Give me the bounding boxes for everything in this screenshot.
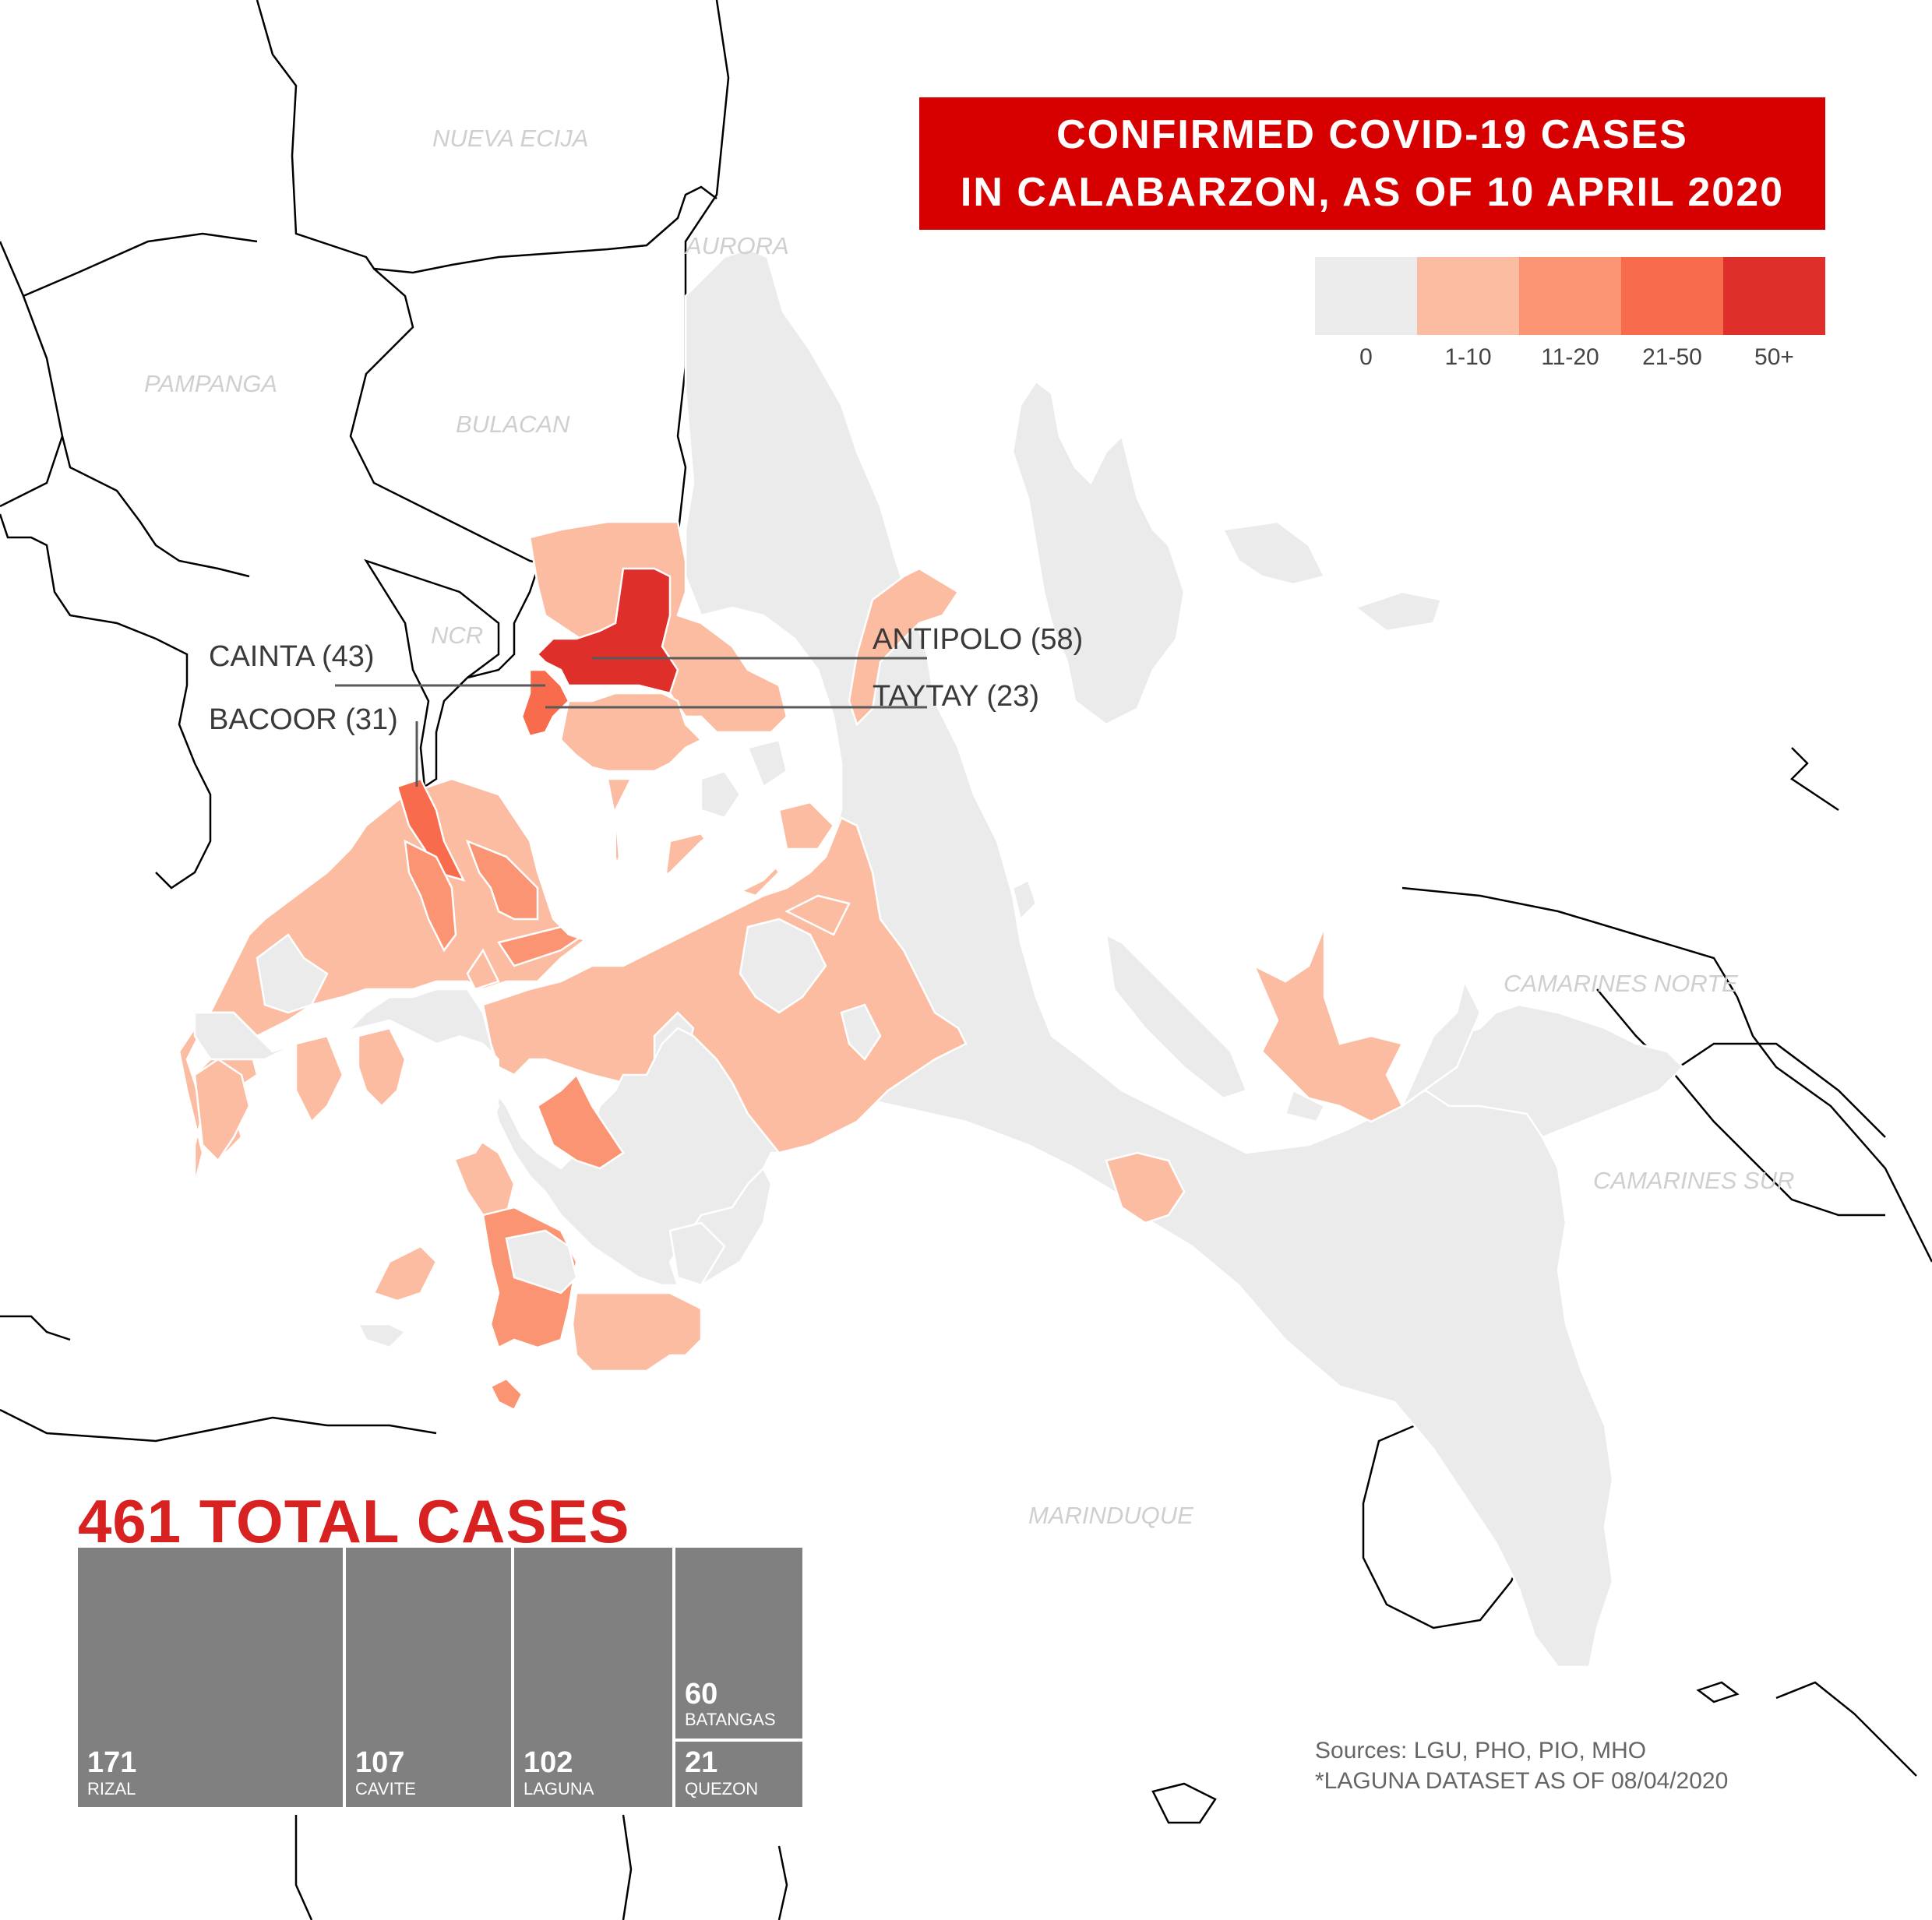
legend-label-21-50: 21-50 xyxy=(1642,344,1702,370)
tile-quezon-cases: 21 xyxy=(685,1746,718,1779)
tile-quezon: 21 QUEZON xyxy=(675,1742,802,1807)
tile-cavite-cases: 107 xyxy=(355,1746,405,1779)
legend-swatch-21-50 xyxy=(1621,257,1723,335)
legend-label-1-10: 1-10 xyxy=(1444,344,1492,370)
callout-lines xyxy=(335,657,927,787)
dataset-note: *LAGUNA DATASET AS OF 08/04/2020 xyxy=(1315,1768,1729,1794)
tile-rizal-name: RIZAL xyxy=(87,1779,136,1798)
callout-cainta: CAINTA (43) xyxy=(209,640,375,673)
taal-lake xyxy=(411,1034,499,1162)
tile-batangas-cases: 60 xyxy=(685,1678,718,1710)
tile-cavite: 107 CAVITE xyxy=(346,1548,511,1807)
label-bulacan: BULACAN xyxy=(456,410,570,438)
label-ncr: NCR xyxy=(431,622,484,649)
tile-rizal: 171 RIZAL xyxy=(78,1548,343,1807)
callout-antipolo: ANTIPOLO (58) xyxy=(873,623,1084,656)
sources-line: Sources: LGU, PHO, PIO, MHO xyxy=(1315,1738,1647,1763)
callout-taytay: TAYTAY (23) xyxy=(873,680,1039,713)
sources-note: Sources: LGU, PHO, PIO, MHO *LAGUNA DATA… xyxy=(1315,1735,1728,1796)
legend: 0 1-10 11-20 21-50 50+ xyxy=(1315,257,1827,370)
tile-quezon-name: QUEZON xyxy=(685,1779,759,1798)
label-marinduque: MARINDUQUE xyxy=(1028,1502,1193,1529)
tile-laguna-name: LAGUNA xyxy=(524,1779,594,1798)
legend-swatch-0 xyxy=(1315,257,1417,335)
laguna-de-bay xyxy=(497,770,781,944)
legend-label-50-plus: 50+ xyxy=(1754,344,1794,370)
ncr-shape xyxy=(364,558,500,789)
legend-swatch-1-10 xyxy=(1417,257,1519,335)
map-title-line2: IN CALABARZON, AS OF 10 APRIL 2020 xyxy=(960,170,1785,215)
map-title-line1: CONFIRMED COVID-19 CASES xyxy=(1056,112,1688,157)
legend-label-11-20: 11-20 xyxy=(1541,344,1599,370)
tile-cavite-name: CAVITE xyxy=(355,1779,416,1798)
label-aurora: AURORA xyxy=(686,232,789,259)
map-regions xyxy=(178,248,1684,1668)
tile-laguna-cases: 102 xyxy=(524,1746,573,1779)
label-camarines-sur: CAMARINES SUR xyxy=(1593,1167,1795,1194)
label-camarines-norte: CAMARINES NORTE xyxy=(1504,970,1738,997)
legend-label-0: 0 xyxy=(1359,344,1373,370)
label-pampanga: PAMPANGA xyxy=(144,370,278,397)
tile-laguna: 102 LAGUNA xyxy=(514,1548,672,1807)
total-cases-heading: 461 TOTAL CASES xyxy=(78,1487,630,1555)
tile-batangas-name: BATANGAS xyxy=(685,1710,776,1729)
callout-bacoor: BACOOR (31) xyxy=(209,703,398,736)
tile-rizal-cases: 171 xyxy=(87,1746,137,1779)
tile-batangas: 60 BATANGAS xyxy=(675,1548,802,1739)
label-nueva-ecija: NUEVA ECIJA xyxy=(432,125,589,152)
legend-swatch-11-20 xyxy=(1519,257,1621,335)
map-title: CONFIRMED COVID-19 CASES IN CALABARZON, … xyxy=(919,97,1825,230)
legend-swatch-50-plus xyxy=(1723,257,1825,335)
